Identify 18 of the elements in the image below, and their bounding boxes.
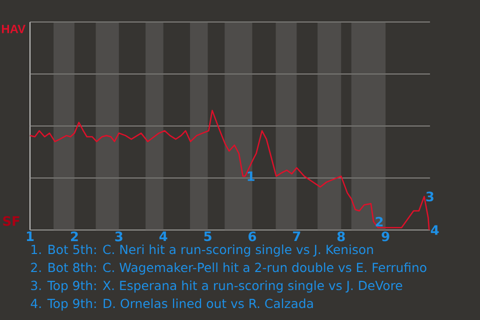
- x-tick-label: 3: [115, 232, 122, 242]
- annotation: 1: [248, 171, 254, 181]
- x-tick-label: 6: [248, 232, 256, 242]
- text: SF: [3, 216, 20, 226]
- x-tick-label: 9: [382, 232, 390, 242]
- text: 2. Bot 8th: C. Wagemaker-Pell hit a 2-run double vs E. Ferrufino: [31, 262, 426, 275]
- x-tick-label: 5: [204, 232, 212, 242]
- text: 4. Top 9th: D. Ornelas lined out vs R. Calzada: [30, 298, 313, 311]
- text: HAV: [2, 24, 26, 34]
- annotation: 3: [426, 192, 434, 202]
- annotation: 2: [376, 216, 383, 226]
- x-tick-label: 1: [26, 232, 34, 241]
- text: 3. Top 9th: X. Esperana hit a run-scoring single vs J. DeVore: [31, 280, 402, 293]
- x-tick-label: 2: [70, 232, 78, 242]
- text: 1. Bot 5th: C. Neri hit a run-scoring single vs J. Kenison: [32, 244, 373, 257]
- x-tick-label: 8: [337, 232, 345, 242]
- x-tick-label: 4: [159, 232, 168, 241]
- x-tick-label: 7: [293, 232, 300, 241]
